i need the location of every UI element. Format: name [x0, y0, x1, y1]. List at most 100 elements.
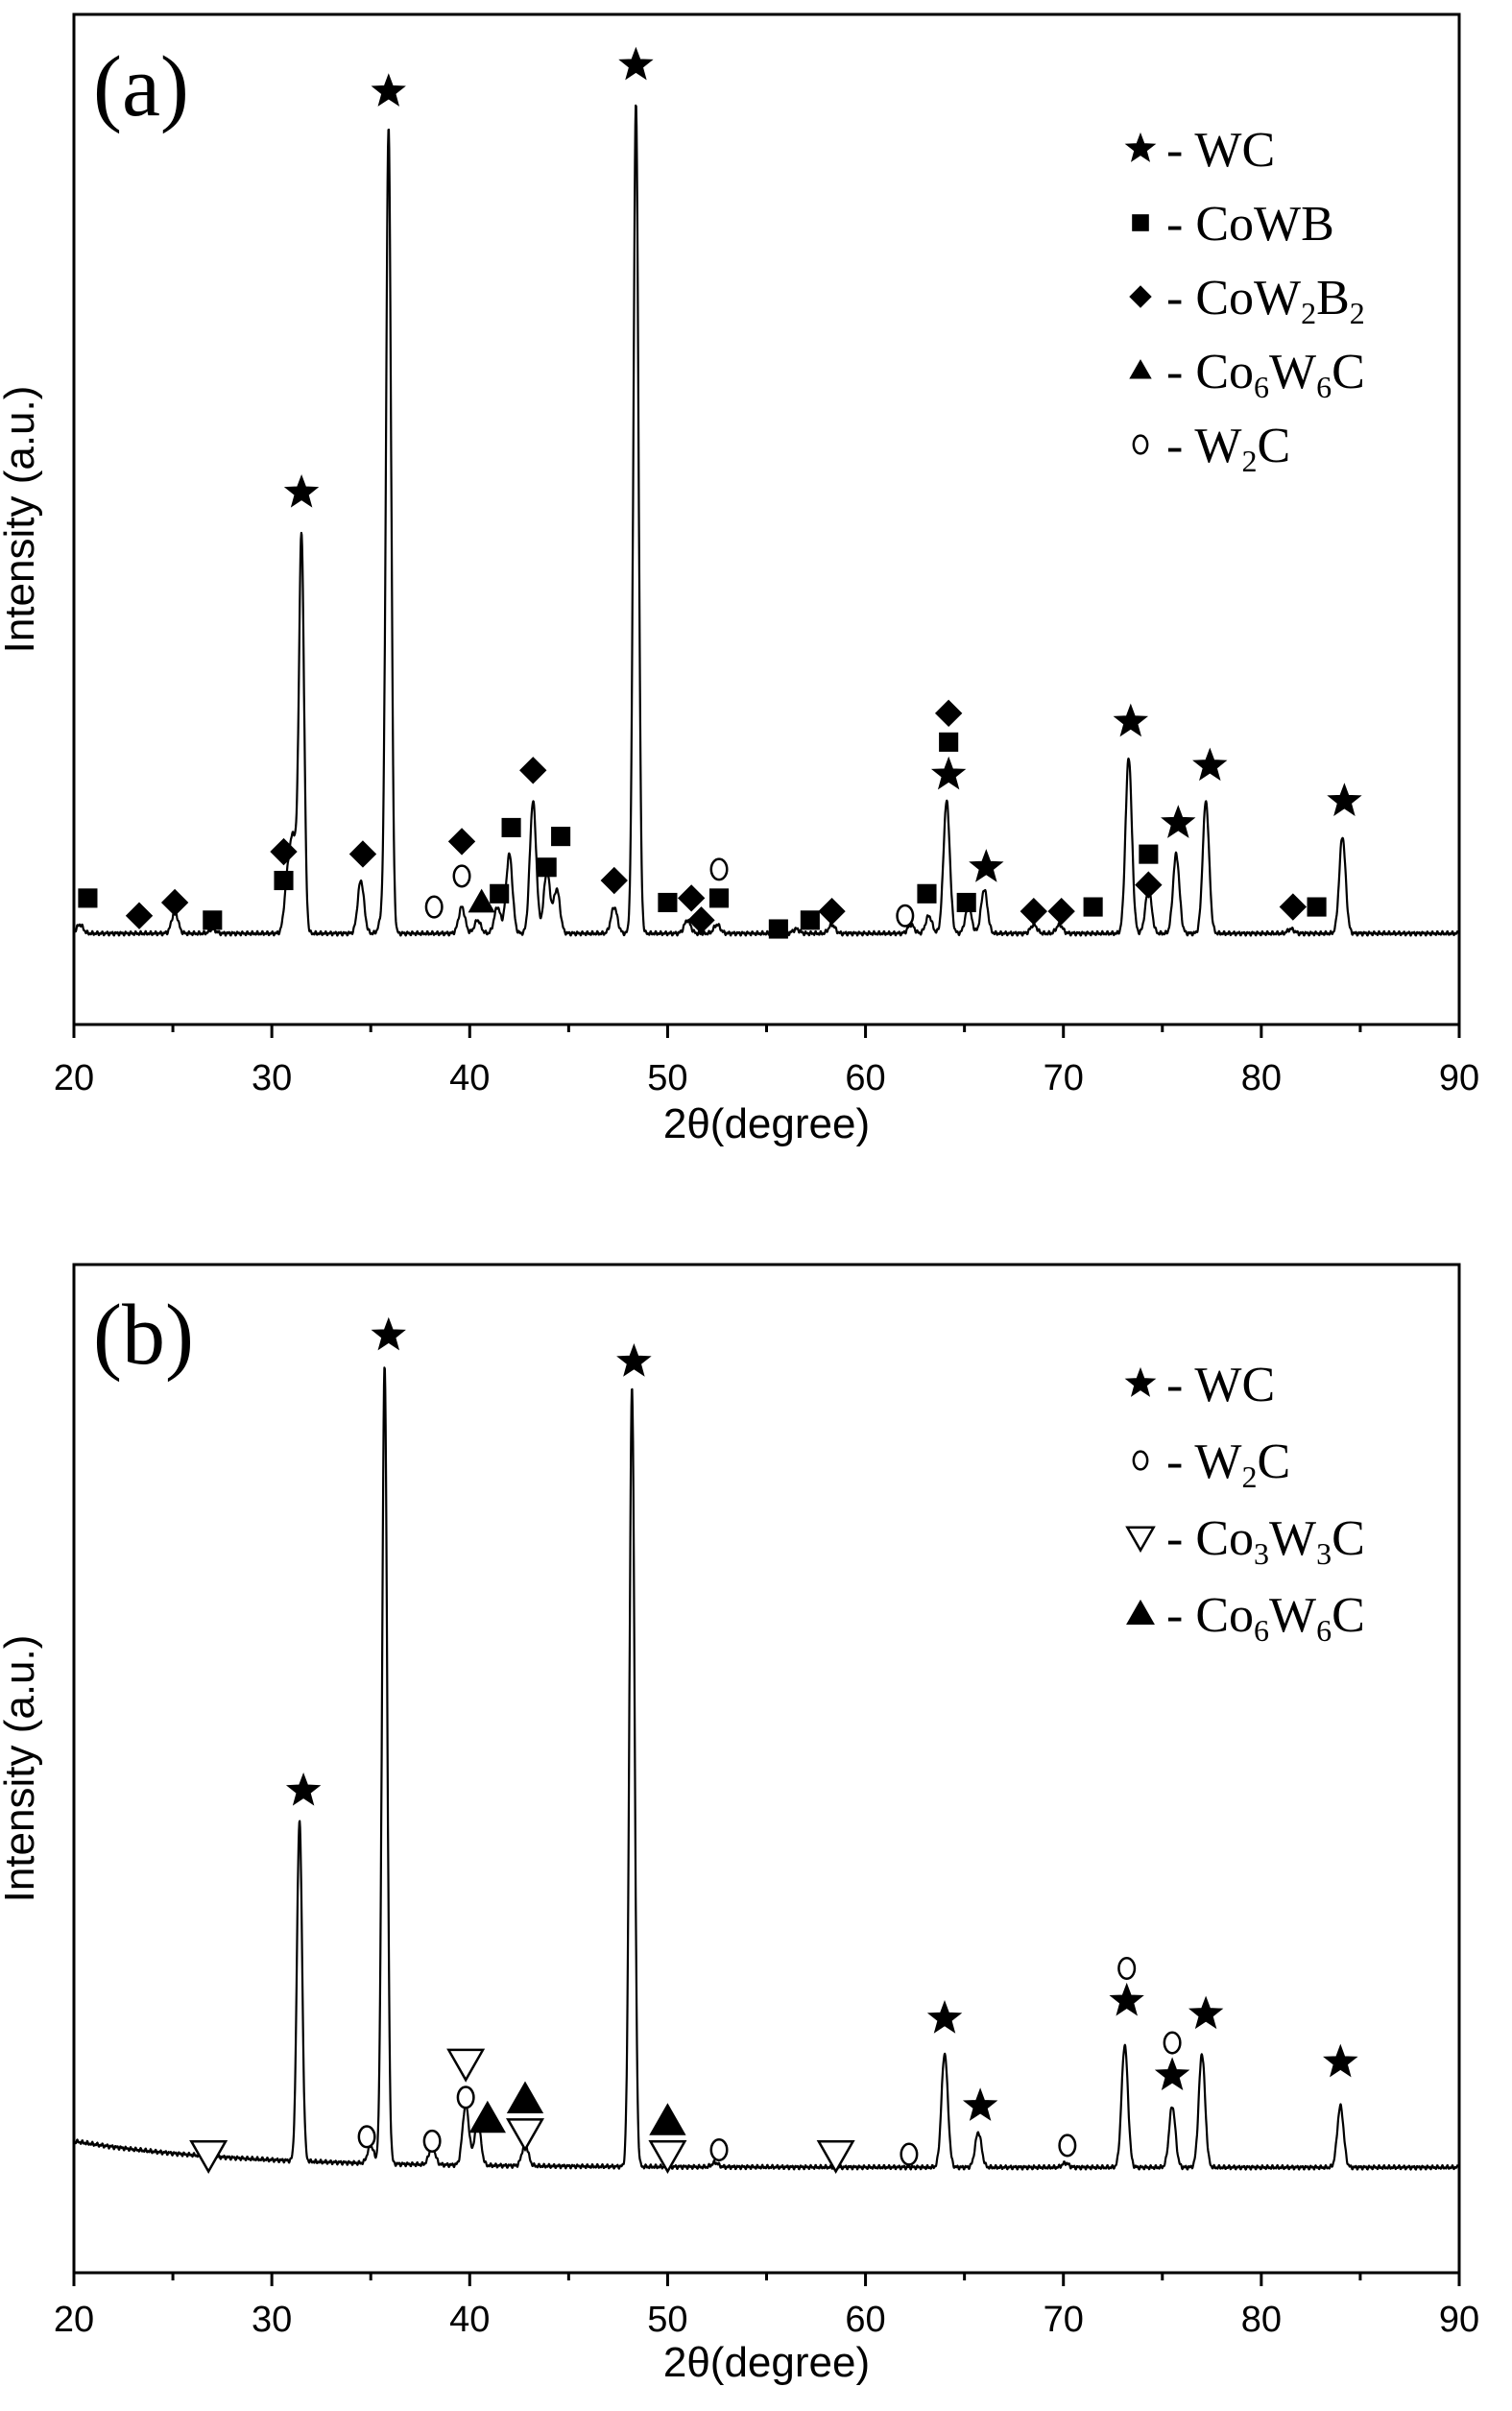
circle-peak-marker — [709, 857, 729, 881]
diamond-peak-marker — [1279, 893, 1308, 921]
xrd-trace — [73, 1366, 1460, 2171]
circle-peak-marker — [1058, 2134, 1077, 2158]
diamond-peak-marker — [270, 837, 298, 866]
x-tick-label: 20 — [54, 1058, 94, 1098]
x-tick-label: 40 — [449, 1058, 490, 1098]
legend-entry: - WC — [1166, 123, 1275, 178]
star-peak-marker — [1113, 703, 1149, 737]
y-axis-title: Intensity (a.u.) — [0, 386, 43, 654]
legend: - WC - CoWB - CoW2B2 - Co6W6C - W2C — [1124, 123, 1365, 478]
legend-entry: - CoW2B2 — [1166, 271, 1365, 330]
diamond-peak-marker — [348, 840, 377, 868]
circle-peak-marker — [357, 2125, 376, 2149]
circle-peak-marker — [1117, 1956, 1137, 1981]
legend-entry: - W2C — [1166, 1435, 1290, 1494]
legend-circle-icon — [1132, 434, 1149, 455]
x-tick-label: 60 — [845, 1058, 885, 1098]
square-peak-marker — [956, 892, 976, 913]
legend-diamond-icon — [1129, 285, 1152, 308]
star-peak-marker — [926, 2000, 963, 2034]
circle-peak-marker — [709, 2137, 729, 2162]
star-peak-marker — [1323, 2043, 1358, 2078]
star-peak-marker — [616, 1343, 652, 1377]
x-tick-label: 20 — [54, 2300, 94, 2340]
square-peak-marker — [78, 888, 98, 908]
xrd-trace — [74, 104, 1460, 937]
plot-frame — [72, 1263, 1461, 2275]
dtriangle-peak-marker — [506, 2118, 545, 2153]
dtriangle-peak-marker — [446, 2048, 486, 2083]
circle-peak-marker — [456, 2086, 475, 2110]
circle-peak-marker — [896, 904, 915, 928]
x-tick-label: 90 — [1439, 2300, 1479, 2340]
x-tick-label: 30 — [252, 2300, 292, 2340]
legend: - WC - W2C - Co3W3C - Co6W6C — [1124, 1358, 1365, 1648]
x-tick-label: 80 — [1241, 2300, 1282, 2340]
square-peak-marker — [1139, 844, 1159, 864]
square-peak-marker — [917, 883, 937, 904]
legend-ftriangle-icon — [1126, 1599, 1155, 1625]
legend-entry: - Co6W6C — [1166, 345, 1365, 404]
legend-entry: - Co6W6C — [1166, 1588, 1365, 1648]
square-peak-marker — [658, 892, 678, 913]
x-tick-label: 80 — [1241, 1058, 1282, 1098]
dtriangle-peak-marker — [816, 2139, 855, 2174]
square-peak-marker — [800, 910, 820, 930]
ftriangle-peak-marker — [468, 2100, 506, 2134]
diamond-peak-marker — [934, 699, 963, 728]
square-peak-marker — [1083, 897, 1103, 917]
ftriangle-peak-marker — [506, 2081, 544, 2113]
panel-a: 20 30 40 50 60 70 80 90 2θ(degree) Intensity (a.u… — [0, 12, 1479, 1147]
diamond-peak-marker — [447, 828, 476, 856]
x-axis-title: 2θ(degree) — [663, 2339, 870, 2386]
diamond-peak-marker — [519, 757, 547, 784]
star-peak-marker — [371, 73, 406, 107]
square-peak-marker — [768, 919, 788, 939]
square-peak-marker — [274, 870, 294, 891]
panel-b: 20 30 40 50 60 70 80 90 2θ(degree) Intensity (a.u… — [0, 1263, 1479, 2386]
x-tick-label: 50 — [647, 2300, 687, 2340]
x-axis-title: 2θ(degree) — [663, 1100, 870, 1147]
legend-entry: - CoWB — [1166, 197, 1334, 252]
x-tick-label: 30 — [252, 1058, 292, 1098]
legend-star-icon — [1124, 132, 1157, 162]
square-peak-marker — [708, 888, 730, 908]
square-peak-marker — [203, 910, 223, 930]
legend-star-icon — [1124, 1366, 1157, 1397]
legend-square-icon — [1132, 214, 1149, 231]
x-tick-label: 60 — [845, 2300, 885, 2340]
circle-peak-marker — [900, 2142, 919, 2166]
x-tick-label: 50 — [647, 1058, 687, 1098]
diamond-peak-marker — [1047, 897, 1075, 926]
square-peak-marker — [501, 817, 521, 837]
diamond-peak-marker — [125, 902, 154, 929]
star-peak-marker — [962, 2087, 998, 2121]
dtriangle-peak-marker — [648, 2139, 687, 2174]
star-peak-marker — [1161, 805, 1196, 838]
star-peak-marker — [1109, 1982, 1144, 2016]
star-peak-marker — [618, 46, 654, 81]
star-peak-marker — [1192, 747, 1228, 782]
ftriangle-peak-marker — [649, 2103, 686, 2135]
diamond-peak-marker — [677, 884, 706, 912]
legend-circle-icon — [1132, 1450, 1149, 1471]
star-peak-marker — [1188, 1995, 1224, 2030]
star-peak-marker — [371, 1316, 406, 1351]
circle-peak-marker — [422, 2129, 442, 2153]
x-tick-label: 70 — [1044, 2300, 1084, 2340]
star-peak-marker — [1154, 2057, 1190, 2091]
star-peak-marker — [285, 1772, 322, 1806]
diamond-peak-marker — [687, 906, 715, 934]
circle-peak-marker — [1163, 2031, 1182, 2055]
circle-peak-marker — [424, 895, 444, 919]
square-peak-marker — [490, 883, 510, 904]
legend-entry: - W2C — [1166, 419, 1290, 478]
panel-label: (a) — [93, 39, 189, 134]
legend-entry: - Co3W3C — [1166, 1511, 1365, 1571]
diamond-peak-marker — [1020, 897, 1047, 926]
star-peak-marker — [1327, 783, 1362, 816]
dtriangle-peak-marker — [189, 2139, 228, 2174]
square-peak-marker — [939, 732, 959, 752]
legend-triangle-icon — [1129, 359, 1152, 379]
